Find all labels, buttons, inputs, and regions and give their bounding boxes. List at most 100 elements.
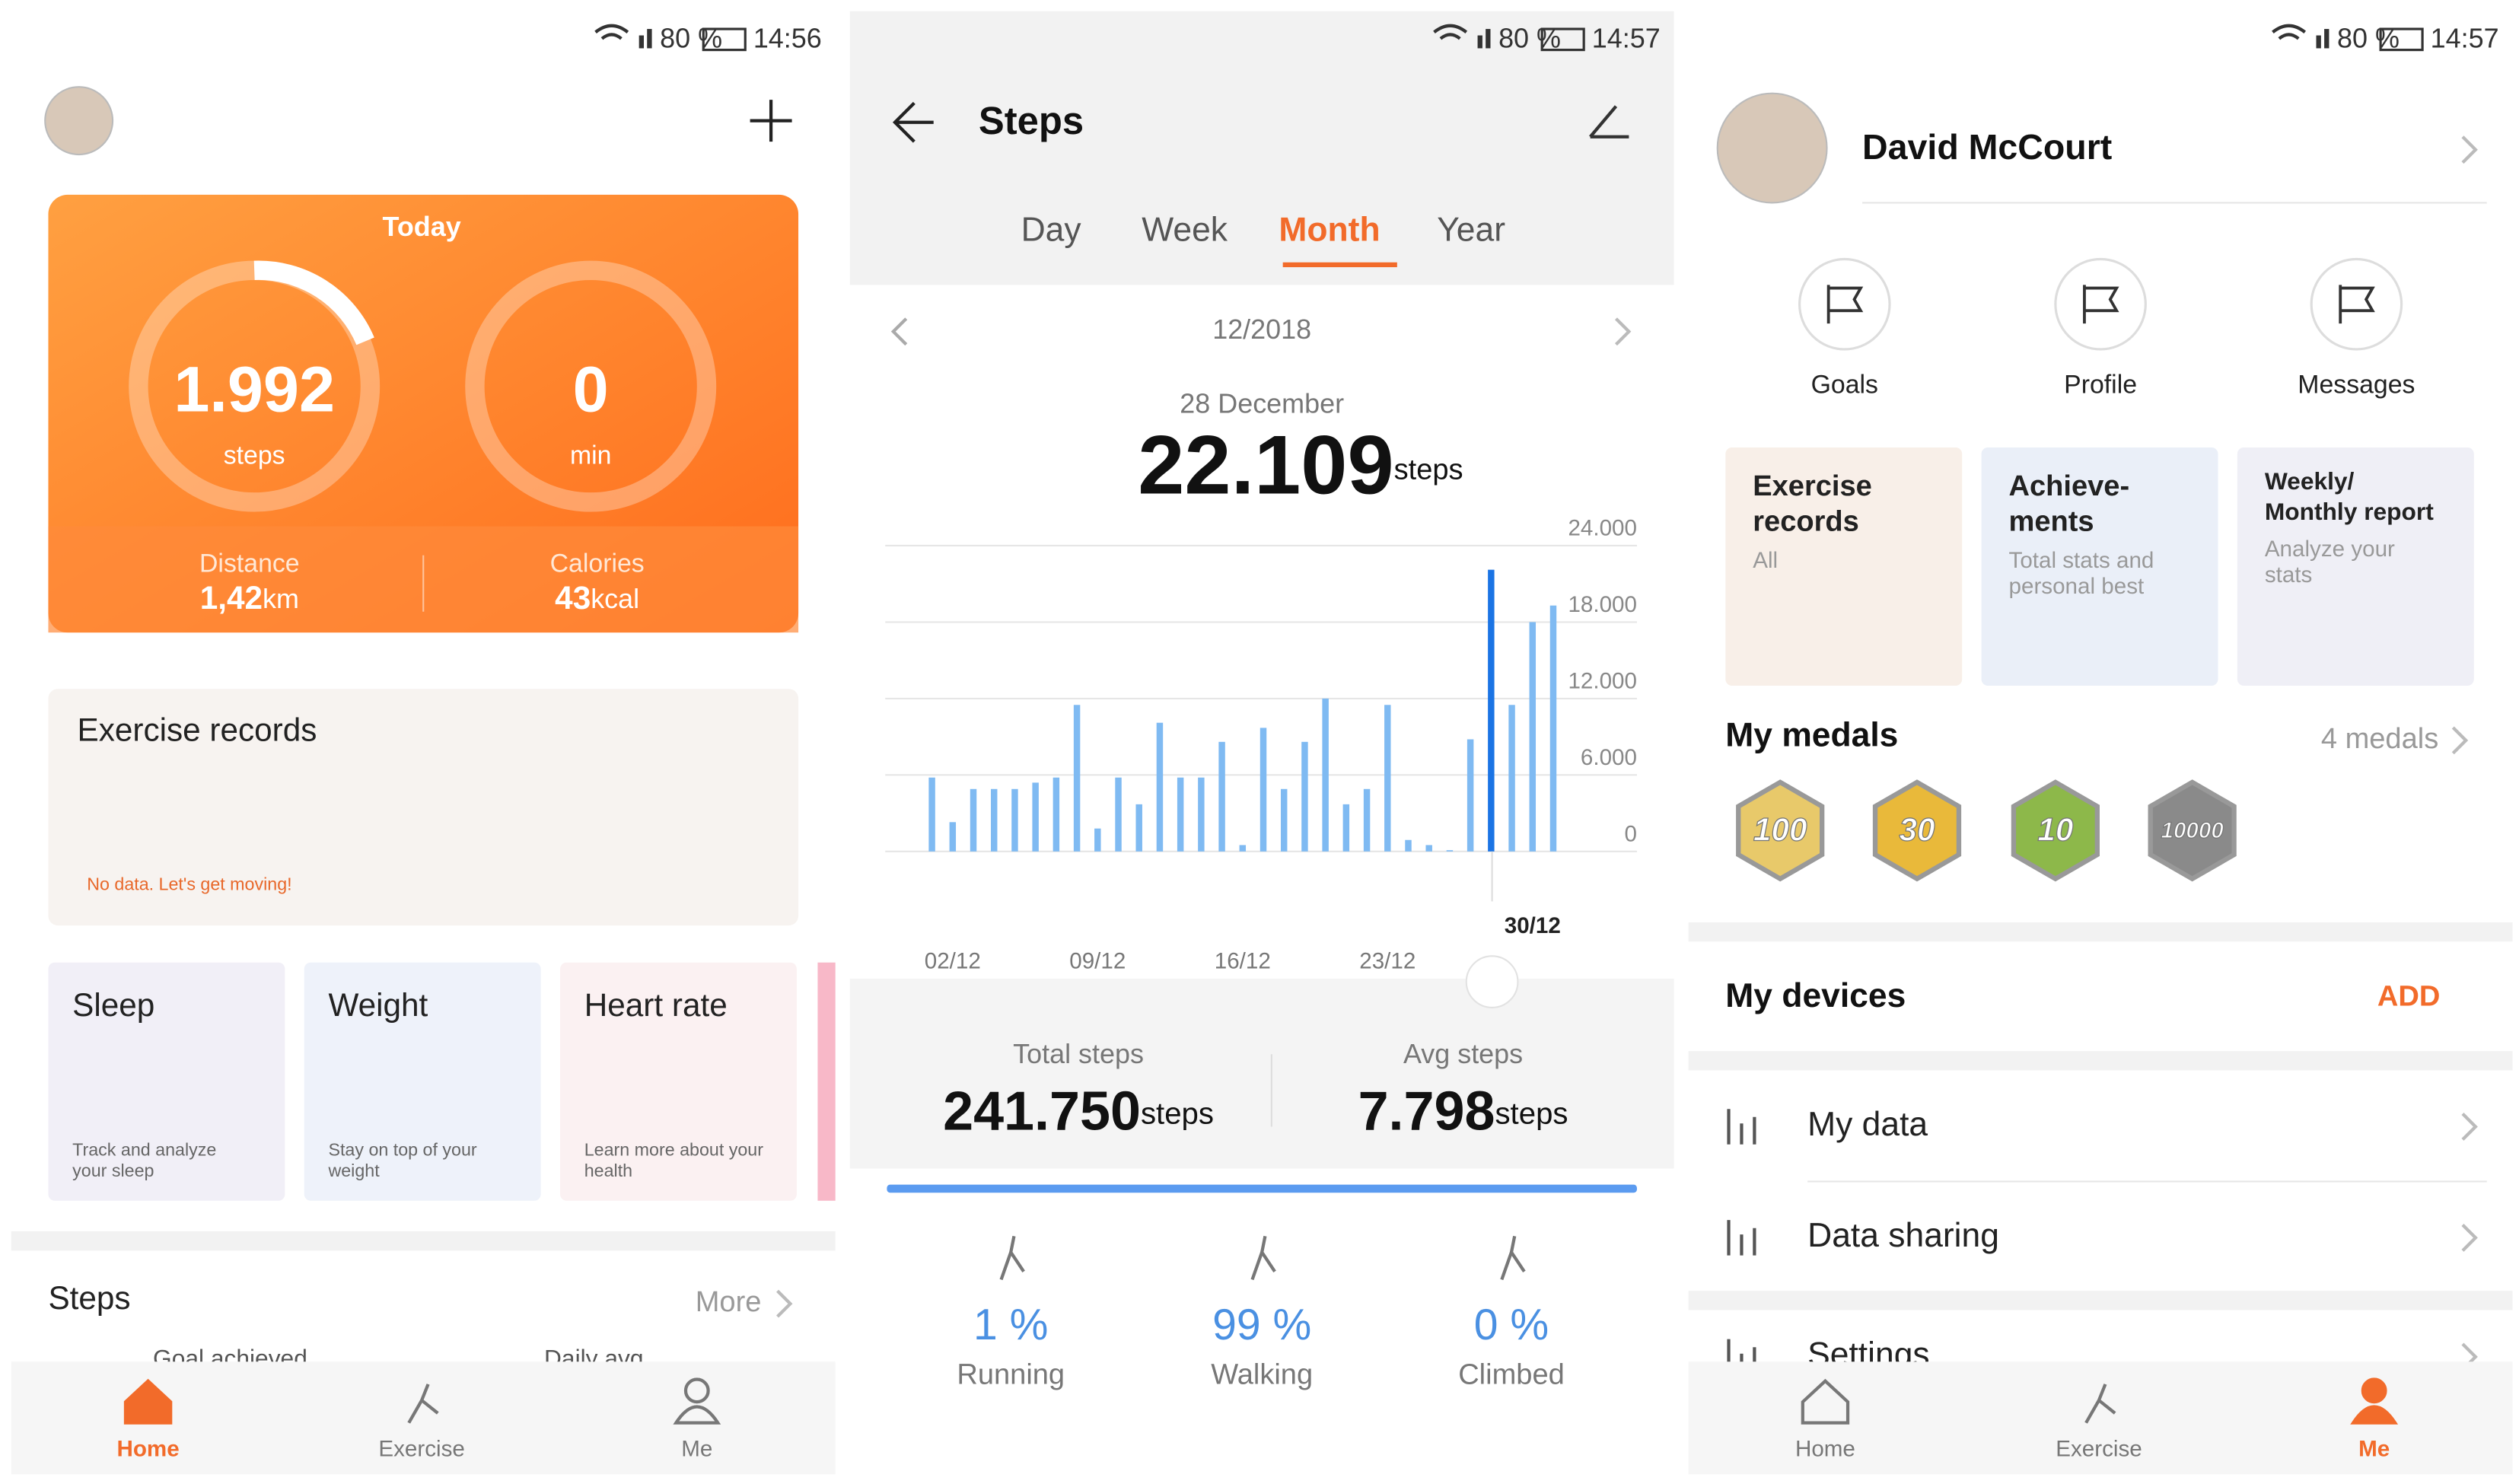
tile-desc: Stay on top of your	[328, 1139, 476, 1159]
user-name[interactable]: David McCourt	[1862, 127, 2112, 167]
menu-icon	[1727, 1109, 1756, 1145]
share-icon	[1589, 105, 1629, 139]
action-button	[2310, 257, 2403, 351]
wifi-icon	[594, 24, 629, 40]
y-tick-label: 12.000	[1568, 669, 1637, 694]
card-title[interactable]: Monthly report	[2265, 498, 2434, 525]
nav-item[interactable]: Exercise	[378, 1436, 464, 1461]
ring-unit: steps	[224, 441, 285, 470]
summary-value-part: 7.798	[1358, 1081, 1495, 1142]
action-icon	[2339, 285, 2375, 324]
action-icon	[2083, 285, 2119, 324]
card-title[interactable]: Achieve-	[2009, 470, 2130, 502]
bar	[1301, 741, 1308, 852]
report-card	[2237, 447, 2474, 686]
prev-period	[890, 317, 908, 346]
date: 28 December	[1180, 387, 1344, 419]
stat-value-part: 43	[555, 580, 591, 616]
tab[interactable]: Year	[1437, 211, 1505, 248]
me-icon	[673, 1405, 721, 1425]
nav-item[interactable]: Me	[681, 1436, 712, 1461]
wifi-icon	[2272, 24, 2307, 40]
me-icon	[683, 1377, 710, 1404]
chevron	[1614, 317, 1632, 346]
card-title[interactable]: ments	[2009, 505, 2094, 537]
action-button	[2054, 257, 2147, 351]
day-value: 22.109steps	[1138, 419, 1463, 512]
status-battery: 80 %	[1498, 22, 1561, 53]
action-label[interactable]: Messages	[2298, 371, 2415, 400]
back-button	[892, 101, 934, 143]
tab[interactable]: Week	[1142, 211, 1228, 248]
summary-label: Avg steps	[1403, 1038, 1523, 1069]
bar	[1218, 741, 1225, 852]
medals-count[interactable]: 4 medals	[2321, 723, 2438, 755]
summary-value-part: 241.750	[943, 1081, 1141, 1142]
nav-item[interactable]: Home	[116, 1436, 179, 1461]
medal-label: 10000	[2161, 818, 2224, 843]
section-more[interactable]: More	[696, 1286, 762, 1318]
card-title[interactable]: records	[1753, 505, 1859, 537]
stat-label: Calories	[550, 549, 645, 578]
progress-bar	[887, 1184, 1637, 1193]
signal-icon	[647, 29, 652, 49]
battery-icon	[2379, 27, 2424, 52]
activity-value: 1 %	[973, 1301, 1048, 1349]
bar	[1260, 728, 1267, 852]
stat-value: 1,42km	[200, 580, 299, 616]
menu-item[interactable]: My data	[1807, 1106, 1928, 1143]
stat-value-part: km	[263, 582, 299, 613]
section-title: My devices	[1725, 977, 1906, 1014]
action-icon	[1826, 285, 1864, 324]
tab[interactable]: Day	[1021, 211, 1082, 248]
exercise-icon	[407, 1384, 439, 1424]
signal-icon	[1477, 35, 1482, 49]
nav-item[interactable]: Home	[1795, 1436, 1855, 1461]
ring	[465, 260, 717, 512]
menu-item[interactable]: Data sharing	[1807, 1217, 1999, 1254]
wifi-icon	[1433, 24, 1468, 40]
bar	[1488, 569, 1495, 852]
status-time: 14:56	[753, 22, 822, 53]
add-device[interactable]: ADD	[2377, 980, 2440, 1012]
action-label[interactable]: Profile	[2064, 371, 2137, 400]
nav-item[interactable]: Me	[2358, 1436, 2390, 1461]
card-sub: All	[1753, 548, 1778, 573]
card-sub: Total stats and	[2009, 548, 2154, 573]
exercise-title[interactable]: Exercise records	[78, 712, 317, 747]
activity-label: Running	[957, 1358, 1065, 1390]
me-icon	[2361, 1377, 2387, 1404]
bar	[928, 777, 935, 852]
card-title[interactable]: Exercise	[1753, 470, 1872, 502]
bar	[1446, 850, 1454, 852]
summary-value-part: steps	[1141, 1096, 1214, 1130]
add-button	[750, 100, 792, 142]
chevron	[2461, 1223, 2478, 1252]
avatar	[44, 86, 114, 156]
avatar	[1716, 92, 1828, 204]
tile-title[interactable]: Heart rate	[584, 987, 728, 1023]
tile-title[interactable]: Sleep	[72, 987, 154, 1023]
action-label[interactable]: Goals	[1811, 371, 1878, 400]
report-card	[1981, 447, 2218, 686]
section-divider	[11, 1231, 836, 1251]
battery-icon	[702, 27, 747, 52]
menu-icon	[1727, 1220, 1756, 1256]
medal-label: 10	[2037, 812, 2074, 848]
bar	[991, 788, 998, 852]
tab[interactable]: Month	[1279, 211, 1380, 248]
card-title[interactable]: Weekly/	[2265, 467, 2355, 495]
day-value-part: steps	[1394, 454, 1463, 486]
summary-label: Total steps	[1013, 1038, 1144, 1069]
bar	[1508, 705, 1515, 852]
feature-tile	[48, 962, 285, 1201]
bar	[1549, 605, 1557, 852]
medal-label: 100	[1753, 812, 1807, 848]
nav-item[interactable]: Exercise	[2056, 1436, 2142, 1461]
tile-title[interactable]: Weight	[328, 987, 428, 1023]
status-time: 14:57	[1592, 22, 1661, 53]
bar	[1384, 705, 1391, 852]
x-tick-label: 23/12	[1359, 949, 1416, 974]
ring-value: 0	[573, 353, 609, 425]
